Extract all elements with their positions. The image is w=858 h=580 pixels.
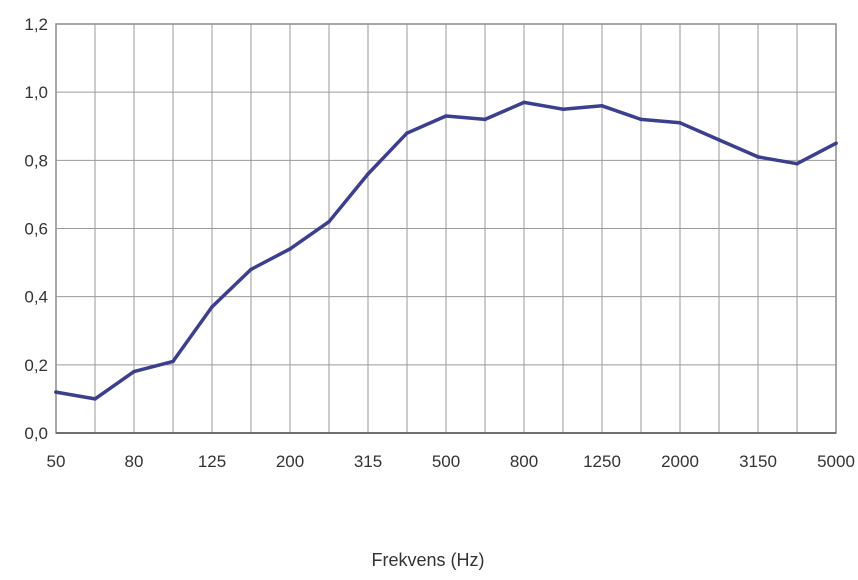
x-tick-label: 800 [510, 452, 538, 471]
x-tick-labels: 50 80 125 200 315 500 800 1250 2000 3150 5000 [47, 452, 855, 471]
data-point [327, 219, 331, 224]
data-point [249, 267, 253, 272]
data-point [834, 141, 838, 146]
x-tick-label: 315 [354, 452, 382, 471]
data-point [483, 117, 487, 122]
data-point [561, 107, 565, 112]
x-tick-label: 1250 [583, 452, 621, 471]
grid [55, 23, 837, 434]
data-point [171, 359, 175, 364]
y-tick-label: 1,2 [24, 15, 48, 34]
data-point [444, 114, 448, 118]
x-tick-label: 200 [276, 452, 304, 471]
data-point [717, 138, 721, 142]
x-tick-label: 3150 [739, 452, 777, 471]
x-tick-label: 500 [432, 452, 460, 471]
data-point [795, 161, 799, 166]
y-tick-label: 1,0 [24, 83, 48, 102]
x-tick-label: 50 [47, 452, 66, 471]
data-point [405, 131, 409, 135]
data-point [132, 369, 136, 374]
data-point [678, 121, 682, 125]
y-tick-label: 0,6 [24, 220, 48, 239]
x-tick-label: 125 [198, 452, 226, 471]
x-tick-label: 2000 [661, 452, 699, 471]
y-tick-label: 0,8 [24, 151, 48, 170]
data-point [54, 390, 58, 394]
data-point [210, 305, 214, 309]
y-tick-label: 0,2 [24, 356, 48, 375]
data-point [93, 397, 97, 401]
data-point [756, 155, 760, 159]
y-tick-label: 0,4 [24, 288, 48, 307]
series-layer [54, 100, 838, 401]
x-axis-title: Frekvens (Hz) [371, 550, 484, 570]
data-point [600, 104, 604, 108]
data-point [639, 117, 643, 122]
data-point [522, 100, 526, 105]
data-point [366, 172, 370, 176]
y-tick-labels: 0,0 0,2 0,4 0,6 0,8 1,0 1,2 [24, 15, 48, 443]
data-point [288, 247, 292, 251]
y-tick-label: 0,0 [24, 424, 48, 443]
x-tick-label: 5000 [817, 452, 855, 471]
x-tick-label: 80 [125, 452, 144, 471]
